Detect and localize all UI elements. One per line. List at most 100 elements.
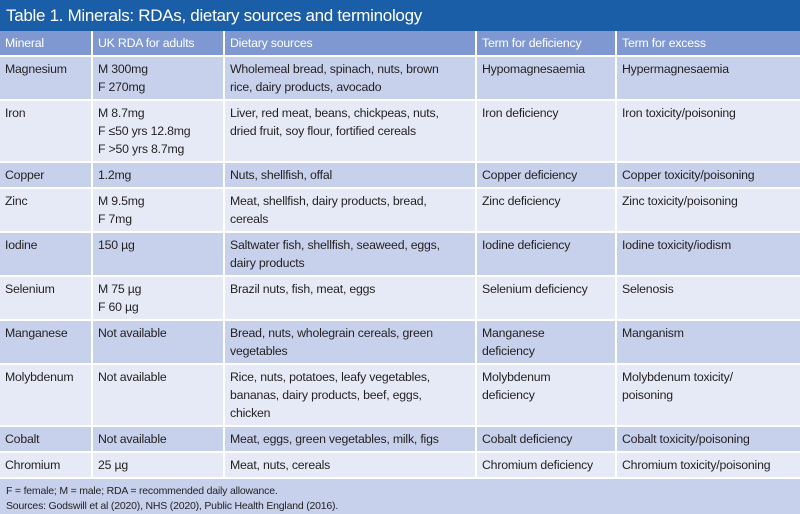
cell-text: Meat, eggs, green vegetables, milk, figs (230, 432, 439, 446)
cell-text: vegetables (230, 344, 288, 358)
cell-text: Zinc toxicity/poisoning (622, 194, 738, 208)
table-row: Zinc M 9.5mg F 7mg Meat, shellfish, dairy p… (0, 188, 800, 233)
rda-cell: M 8.7mg F ≤50 yrs 12.8mg F >50 yrs 8.7mg (91, 100, 224, 163)
table-row: Iodine 150 µg Saltwater fish, shellfish, s… (0, 232, 800, 277)
table-row: Magnesium M 300mg F 270mg Wholemeal bread, … (0, 56, 800, 101)
cell-text: deficiency (482, 344, 535, 358)
cell-text: chicken (230, 406, 271, 420)
cell-text: Iron (5, 106, 26, 120)
deficiency-cell: Manganese deficiency (475, 320, 616, 365)
deficiency-cell: Iodine deficiency (475, 232, 616, 277)
deficiency-cell: Hypomagnesaemia (475, 56, 616, 101)
cell-text: Molybdenum (5, 370, 74, 384)
cell-text: Hypermagnesaemia (622, 62, 729, 76)
cell-text: M 300mg (98, 62, 148, 76)
cell-text: deficiency (482, 388, 535, 402)
excess-cell: Copper toxicity/poisoning (615, 162, 800, 189)
cell-text: Not available (98, 432, 167, 446)
table-row: Chromium 25 µg Meat, nuts, cereals Chromium… (0, 452, 800, 479)
cell-text: Selenium (5, 282, 55, 296)
mineral-cell: Cobalt (0, 426, 92, 453)
table-title: Table 1. Minerals: RDAs, dietary sources… (0, 0, 800, 31)
rda-cell: 25 µg (91, 452, 224, 479)
cell-text: Cobalt toxicity/poisoning (622, 432, 750, 446)
excess-cell: Selenosis (615, 276, 800, 321)
cell-text: Manganese (482, 326, 545, 340)
deficiency-cell: Selenium deficiency (475, 276, 616, 321)
cell-text: Cobalt deficiency (482, 432, 573, 446)
cell-text: Iodine deficiency (482, 238, 571, 252)
deficiency-cell: Zinc deficiency (475, 188, 616, 233)
cell-text: Chromium deficiency (482, 458, 594, 472)
excess-cell: Molybdenum toxicity/poisoning (615, 364, 800, 427)
cell-text: Manganese (5, 326, 68, 340)
cell-text: Selenium deficiency (482, 282, 588, 296)
mineral-cell: Iron (0, 100, 92, 163)
cell-text: bananas, dairy products, beef, eggs, (230, 388, 422, 402)
excess-cell: Zinc toxicity/poisoning (615, 188, 800, 233)
cell-text: M 9.5mg (98, 194, 145, 208)
cell-text: Iron deficiency (482, 106, 559, 120)
column-header: Term for excess (615, 31, 800, 57)
rda-cell: 1.2mg (91, 162, 224, 189)
cell-text: Meat, nuts, cereals (230, 458, 331, 472)
cell-text: dried fruit, soy flour, fortified cereal… (230, 124, 416, 138)
cell-text: Molybdenum toxicity/ (622, 370, 733, 384)
table-row: Selenium M 75 µg F 60 µg Brazil nuts, fish,… (0, 276, 800, 321)
cell-text: F >50 yrs 8.7mg (98, 142, 185, 156)
header-row: Mineral UK RDA for adults Dietary source… (0, 31, 800, 57)
sources-cell: Liver, red meat, beans, chickpeas, nuts,… (223, 100, 476, 163)
table-row: Molybdenum Not available Rice, nuts, potat… (0, 364, 800, 427)
cell-text: F 270mg (98, 80, 146, 94)
excess-cell: Cobalt toxicity/poisoning (615, 426, 800, 453)
excess-cell: Iron toxicity/poisoning (615, 100, 800, 163)
cell-text: Hypomagnesaemia (482, 62, 585, 76)
cell-text: Copper toxicity/poisoning (622, 168, 755, 182)
column-header: Mineral (0, 31, 92, 57)
cell-text: poisoning (622, 388, 673, 402)
cell-text: Wholemeal bread, spinach, nuts, brown (230, 62, 439, 76)
table-row: Cobalt Not available Meat, eggs, green veg… (0, 426, 800, 453)
mineral-cell: Molybdenum (0, 364, 92, 427)
cell-text: Brazil nuts, fish, meat, eggs (230, 282, 376, 296)
sources-cell: Nuts, shellfish, offal (223, 162, 476, 189)
cell-text: Selenosis (622, 282, 674, 296)
cell-text: Molybdenum (482, 370, 551, 384)
cell-text: Manganism (622, 326, 684, 340)
rda-cell: M 300mg F 270mg (91, 56, 224, 101)
excess-cell: Chromium toxicity/poisoning (615, 452, 800, 479)
cell-text: Not available (98, 370, 167, 384)
cell-text: F 60 µg (98, 300, 139, 314)
table-footer: F = female; M = male; RDA = recommended … (0, 479, 800, 514)
cell-text: Copper (5, 168, 45, 182)
sources-cell: Rice, nuts, potatoes, leafy vegetables, b… (223, 364, 476, 427)
cell-text: Saltwater fish, shellfish, seaweed, eggs… (230, 238, 440, 252)
cell-text: Copper deficiency (482, 168, 578, 182)
rda-cell: Not available (91, 364, 224, 427)
cell-text: Bread, nuts, wholegrain cereals, green (230, 326, 433, 340)
cell-text: Magnesium (5, 62, 67, 76)
sources-cell: Saltwater fish, shellfish, seaweed, eggs… (223, 232, 476, 277)
cell-text: Meat, shellfish, dairy products, bread, (230, 194, 427, 208)
cell-text: Chromium toxicity/poisoning (622, 458, 771, 472)
cell-text: Iron toxicity/poisoning (622, 106, 736, 120)
cell-text: Iodine (5, 238, 38, 252)
sources-cell: Bread, nuts, wholegrain cereals, green ve… (223, 320, 476, 365)
table-row: Copper 1.2mg Nuts, shellfish, offal Copper … (0, 162, 800, 189)
mineral-cell: Manganese (0, 320, 92, 365)
footnote: F = female; M = male; RDA = recommended … (6, 485, 278, 497)
cell-text: 25 µg (98, 458, 129, 472)
cell-text: Rice, nuts, potatoes, leafy vegetables, (230, 370, 431, 384)
cell-text: 150 µg (98, 238, 135, 252)
cell-text: Not available (98, 326, 167, 340)
cell-text: Zinc (5, 194, 28, 208)
cell-text: dairy products (230, 256, 305, 270)
cell-text: Liver, red meat, beans, chickpeas, nuts, (230, 106, 439, 120)
cell-text: M 8.7mg (98, 106, 145, 120)
table-row: Iron M 8.7mg F ≤50 yrs 12.8mg F >50 yrs 8.7… (0, 100, 800, 163)
mineral-cell: Selenium (0, 276, 92, 321)
table-row: Manganese Not available Bread, nuts, whole… (0, 320, 800, 365)
sources-cell: Wholemeal bread, spinach, nuts, brown ric… (223, 56, 476, 101)
rda-cell: M 9.5mg F 7mg (91, 188, 224, 233)
cell-text: F ≤50 yrs 12.8mg (98, 124, 191, 138)
